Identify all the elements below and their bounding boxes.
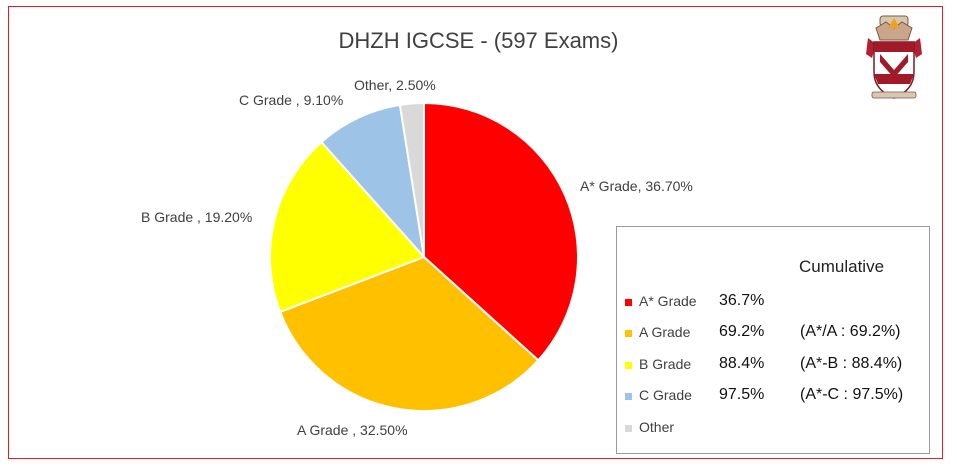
- legend-cumulative: (A*/A : 69.2%): [800, 323, 901, 340]
- slice-label-b: B Grade , 19.20%: [141, 209, 253, 225]
- legend-swatch: [625, 425, 632, 432]
- slice-label-other: Other, 2.50%: [354, 77, 436, 93]
- legend-cumulative: (A*-C : 97.5%): [800, 386, 904, 403]
- slice-label-a-star: A* Grade, 36.70%: [580, 178, 693, 194]
- legend-label: A Grade: [639, 324, 691, 340]
- legend-row-b: B Grade 88.4% (A*-B : 88.4%): [617, 354, 929, 378]
- legend-percent: 69.2%: [719, 323, 765, 340]
- legend-row-other: Other: [617, 417, 929, 441]
- legend-box: Cumulative A* Grade 36.7% A Grade 69.2% …: [616, 226, 930, 454]
- pie-slice-a-grade: [278, 255, 540, 412]
- legend-label: A* Grade: [639, 293, 697, 309]
- pie-slice-other: [398, 101, 425, 258]
- legend-header: Cumulative: [799, 257, 885, 276]
- pie-slice-c-grade: [320, 103, 426, 261]
- legend-row-a: A Grade 69.2% (A*/A : 69.2%): [617, 322, 929, 346]
- legend-label: B Grade: [639, 356, 692, 372]
- legend-swatch: [625, 393, 632, 400]
- slice-label-a: A Grade , 32.50%: [297, 422, 408, 438]
- legend-row-a-star: A* Grade 36.7%: [617, 291, 929, 315]
- pie-slice-a-grade: [423, 101, 579, 362]
- legend-swatch: [625, 362, 632, 369]
- school-crest-icon: [866, 15, 922, 99]
- legend-cumulative: (A*-B : 88.4%): [800, 355, 903, 372]
- legend-row-c: C Grade 97.5% (A*-C : 97.5%): [617, 385, 929, 409]
- legend-percent: 97.5%: [719, 386, 765, 403]
- legend-label: C Grade: [639, 387, 692, 403]
- legend-label: Other: [639, 419, 675, 435]
- legend-percent: 36.7%: [719, 292, 765, 309]
- chart-title: DHZH IGCSE - (597 Exams): [338, 28, 619, 53]
- legend-percent: 88.4%: [719, 355, 765, 372]
- legend-swatch: [625, 299, 632, 306]
- pie-slice-b-grade: [269, 140, 426, 314]
- legend-swatch: [625, 330, 632, 337]
- slice-label-c: C Grade , 9.10%: [239, 92, 344, 108]
